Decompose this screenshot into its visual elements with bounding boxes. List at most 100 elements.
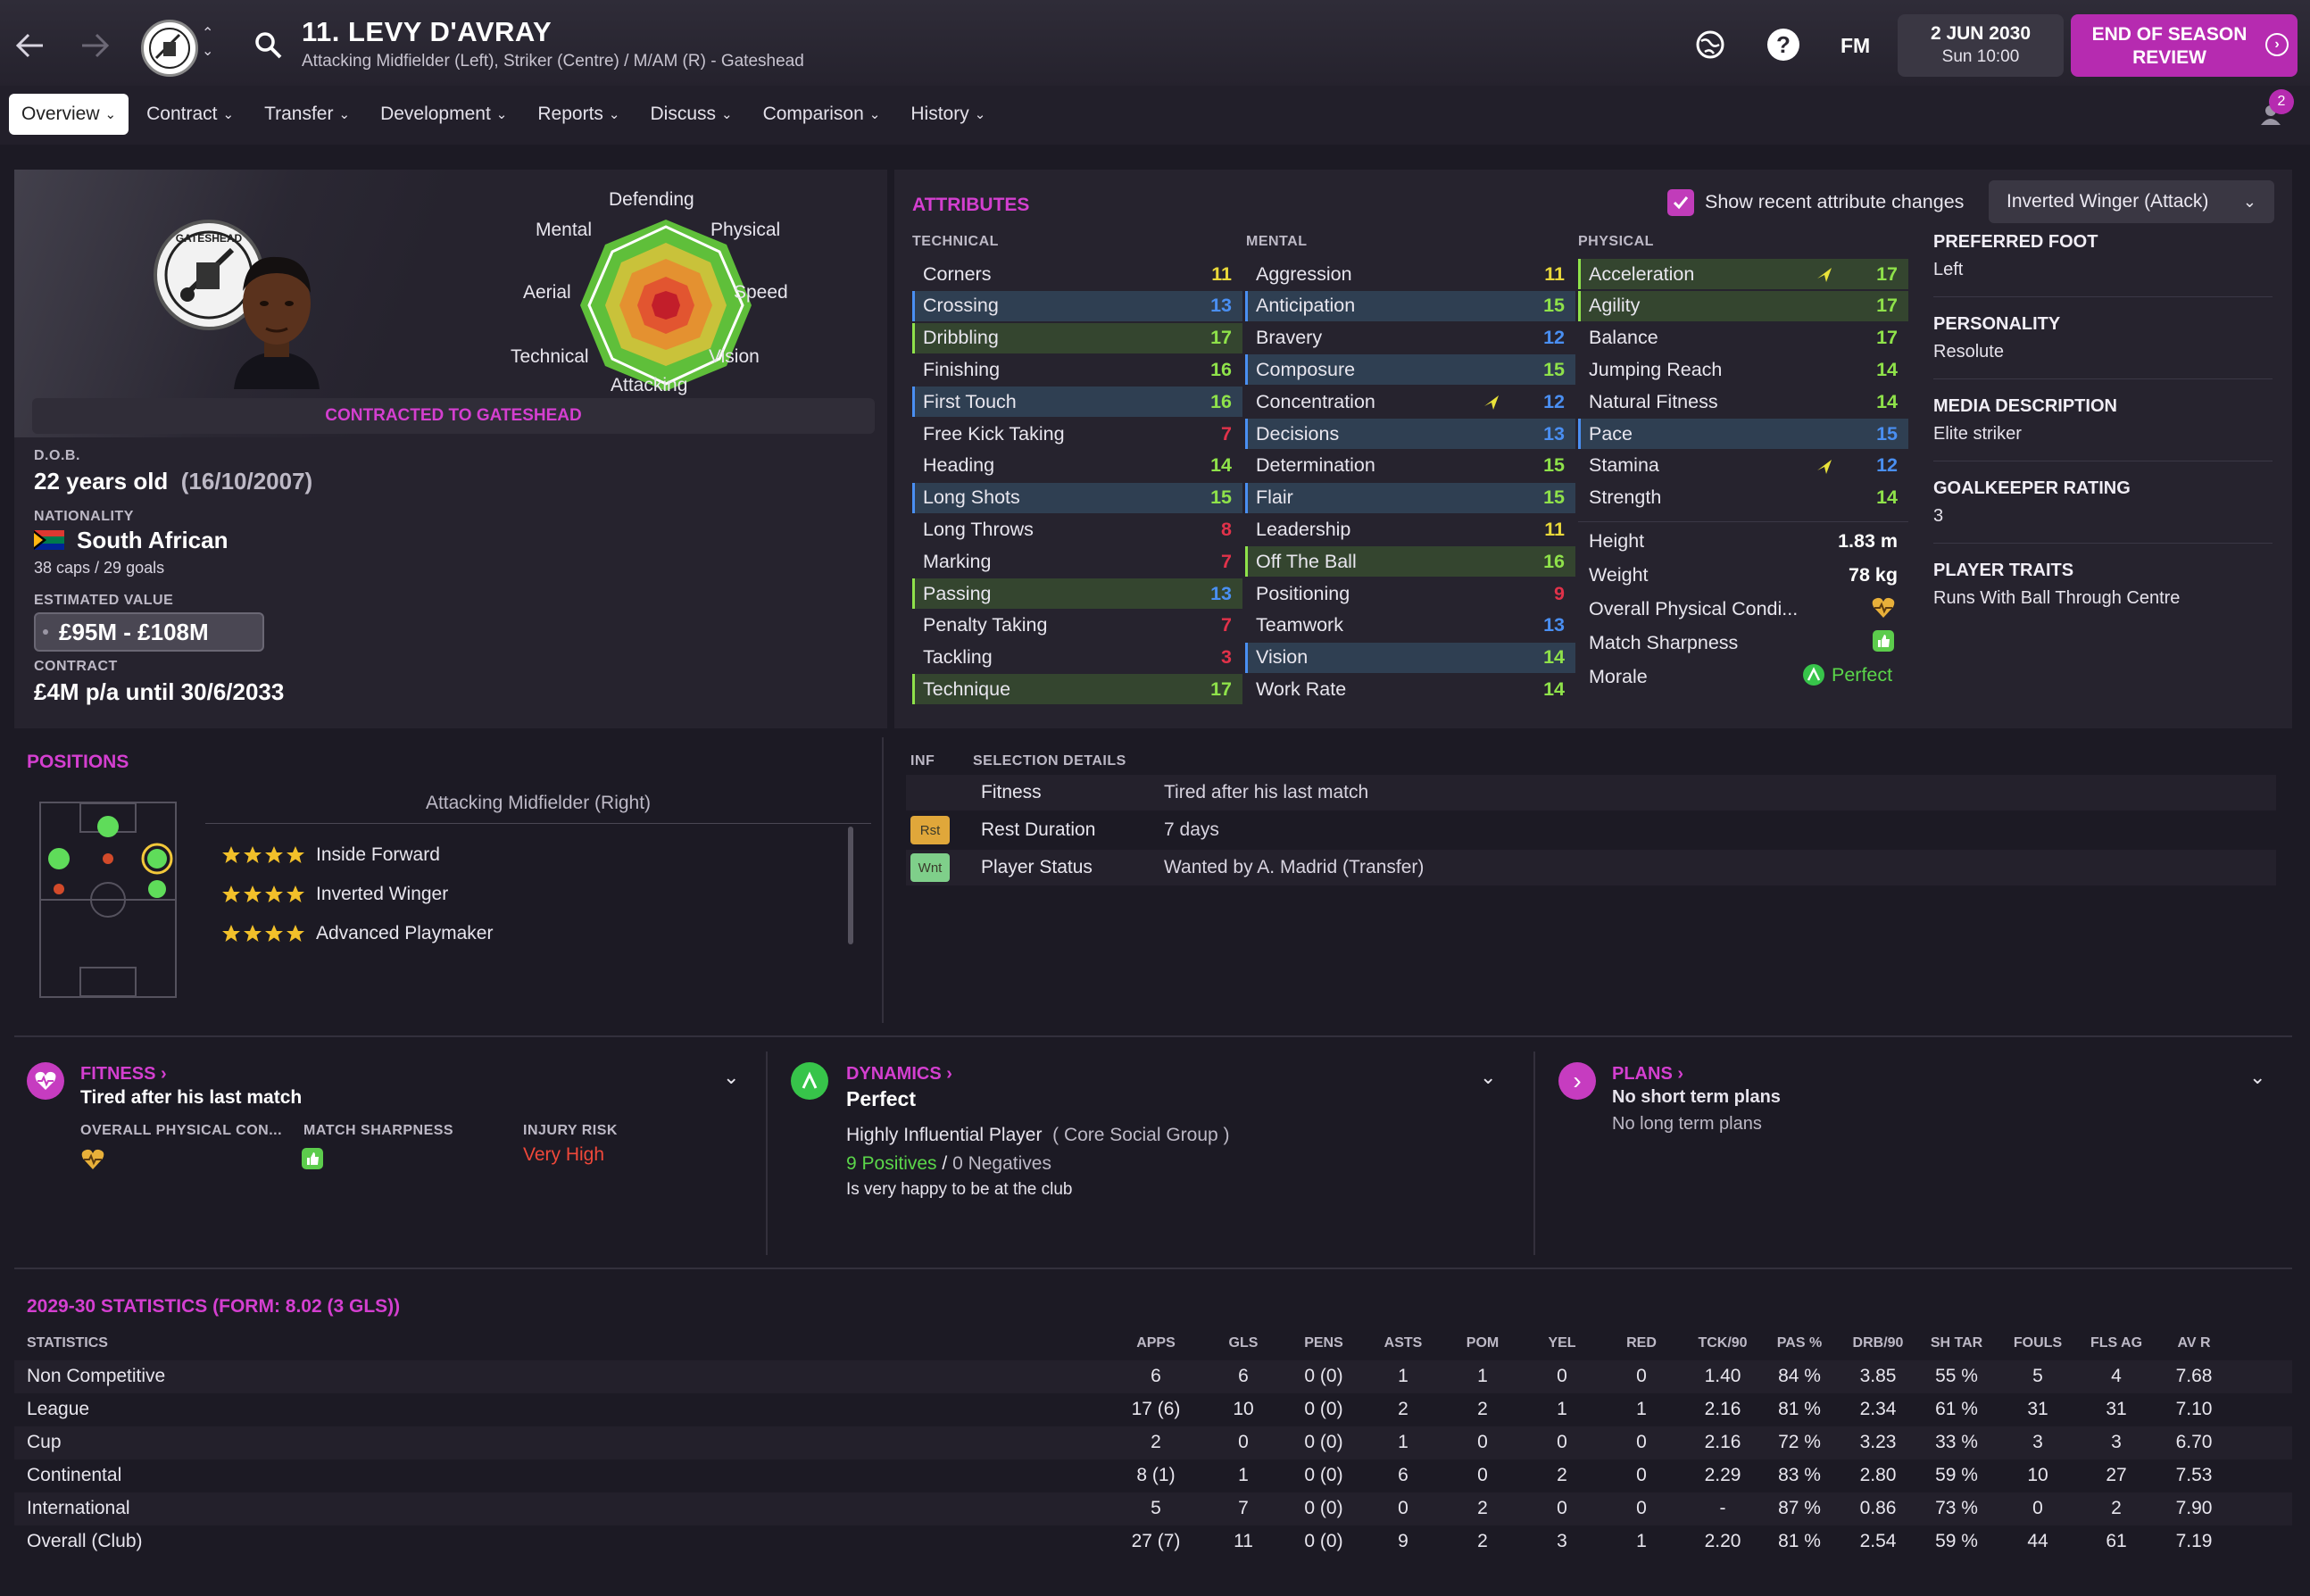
stats-header-cell[interactable]: PAS %	[1776, 1335, 1823, 1351]
stats-header-row: STATISTICS APPS GLS PENS ASTS POM YEL RED TCK/90…	[0, 1330, 2310, 1357]
selection-row[interactable]: Wnt Player Status Wanted by A. Madrid (Tra…	[906, 850, 2276, 885]
attribute-row-balance[interactable]: Balance 17	[1578, 323, 1908, 353]
tab-reports[interactable]: Reports ⌄	[525, 94, 632, 135]
continue-button[interactable]: END OF SEASON REVIEW ›	[2071, 14, 2298, 77]
roles-scrollbar[interactable]	[848, 827, 853, 944]
tab-contract[interactable]: Contract ⌄	[134, 94, 246, 135]
attribute-row-anticipation[interactable]: Anticipation 15	[1245, 290, 1575, 321]
role-row[interactable]: Inverted Winger	[221, 877, 448, 912]
attribute-name: Natural Fitness	[1589, 390, 1718, 412]
attribute-row-corners[interactable]: Corners 11	[912, 259, 1242, 289]
attribute-row-determination[interactable]: Determination 15	[1245, 451, 1575, 481]
attribute-row-pace[interactable]: Pace 15	[1578, 419, 1908, 449]
tab-overview[interactable]: Overview ⌄	[9, 94, 129, 135]
globe-icon[interactable]	[1694, 29, 1726, 61]
stats-header-cell[interactable]: FOULS	[2013, 1335, 2063, 1351]
stats-header-cell[interactable]: SH TAR	[1930, 1335, 1983, 1351]
stats-cell: 73 %	[1935, 1498, 1978, 1518]
attribute-row-finishing[interactable]: Finishing 16	[912, 354, 1242, 385]
stats-row[interactable]: Overall (Club) 27 (7) 11 0 (0) 9 2 3 1 2.20 81 % 2…	[14, 1525, 2292, 1559]
plans-expand-chevron-icon[interactable]: ⌄	[2249, 1066, 2266, 1088]
negatives-text[interactable]: 0 Negatives	[952, 1153, 1051, 1174]
stats-row[interactable]: Continental 8 (1) 1 0 (0) 6 0 2 0 2.29 83 % 2.80 59…	[14, 1459, 2292, 1492]
attribute-row-composure[interactable]: Composure 15	[1245, 354, 1575, 386]
stats-header-cell[interactable]: STATISTICS	[27, 1335, 108, 1351]
attribute-row-jumping-reach[interactable]: Jumping Reach 14	[1578, 354, 1908, 385]
attribute-row-free-kick-taking[interactable]: Free Kick Taking 7	[912, 419, 1242, 449]
attribute-row-teamwork[interactable]: Teamwork 13	[1245, 611, 1575, 641]
tab-transfer[interactable]: Transfer ⌄	[252, 94, 362, 135]
stats-row[interactable]: Cup 2 0 0 (0) 1 0 0 0 2.16 72 % 3.23 33 % 3 3 6.70	[14, 1426, 2292, 1459]
stats-header-cell[interactable]: DRB/90	[1852, 1335, 1904, 1351]
attribute-row-bravery[interactable]: Bravery 12	[1245, 323, 1575, 353]
attribute-row-stamina[interactable]: Stamina 12	[1578, 451, 1908, 481]
selection-row[interactable]: Fitness Tired after his last match	[906, 775, 2276, 810]
player-switch-chevrons-icon[interactable]: ⌃ ⌄	[202, 26, 214, 59]
date-box[interactable]: 2 JUN 2030 Sun 10:00	[1898, 14, 2064, 77]
stats-header-cell[interactable]: RED	[1626, 1335, 1657, 1351]
attribute-row-passing[interactable]: Passing 13	[912, 578, 1242, 609]
show-changes-label[interactable]: Show recent attribute changes	[1705, 191, 1965, 212]
stats-header-cell[interactable]: YEL	[1548, 1335, 1576, 1351]
role-row[interactable]: Advanced Playmaker	[221, 916, 493, 952]
stats-header-cell[interactable]: GLS	[1228, 1335, 1259, 1351]
selection-row[interactable]: Rst Rest Duration 7 days	[906, 812, 2276, 848]
tab-history[interactable]: History ⌄	[898, 94, 998, 135]
attribute-row-flair[interactable]: Flair 15	[1245, 482, 1575, 513]
attribute-row-dribbling[interactable]: Dribbling 17	[912, 322, 1242, 353]
attribute-row-decisions[interactable]: Decisions 13	[1245, 419, 1575, 449]
stats-row[interactable]: International 5 7 0 (0) 0 2 0 0 - 87 % 0.86 73 % 0 2 7…	[14, 1492, 2292, 1525]
search-icon[interactable]	[253, 30, 284, 61]
stats-header-cell[interactable]: ASTS	[1384, 1335, 1423, 1351]
stats-header-cell[interactable]: FLS AG	[2090, 1335, 2143, 1351]
stats-title[interactable]: 2029-30 STATISTICS (FORM: 8.02 (3 GLS))	[27, 1296, 401, 1317]
stats-header-cell[interactable]: POM	[1466, 1335, 1500, 1351]
stats-row[interactable]: League 17 (6) 10 0 (0) 2 2 1 1 2.16 81 % 2.34 61 % 3…	[14, 1393, 2292, 1426]
role-row[interactable]: Inside Forward	[221, 837, 440, 873]
attribute-row-aggression[interactable]: Aggression 11	[1245, 259, 1575, 289]
positives-text[interactable]: 9 Positives	[846, 1153, 937, 1174]
attribute-row-off-the-ball[interactable]: Off The Ball 16	[1245, 546, 1575, 578]
attribute-row-natural-fitness[interactable]: Natural Fitness 14	[1578, 387, 1908, 417]
attribute-row-work-rate[interactable]: Work Rate 14	[1245, 674, 1575, 704]
back-arrow-icon[interactable]	[9, 25, 50, 66]
attribute-row-acceleration[interactable]: Acceleration 17	[1578, 259, 1908, 289]
tab-comparison[interactable]: Comparison ⌄	[751, 94, 893, 135]
club-badge-icon[interactable]	[141, 20, 198, 77]
attribute-row-long-throws[interactable]: Long Throws 8	[912, 514, 1242, 544]
attribute-row-tackling[interactable]: Tackling 3	[912, 643, 1242, 673]
attribute-row-vision[interactable]: Vision 14	[1245, 642, 1575, 673]
attribute-row-concentration[interactable]: Concentration 12	[1245, 387, 1575, 417]
attribute-row-strength[interactable]: Strength 14	[1578, 483, 1908, 513]
plans-title[interactable]: PLANS ›	[1612, 1064, 1683, 1085]
attribute-row-first-touch[interactable]: First Touch 16	[912, 387, 1242, 418]
attribute-row-positioning[interactable]: Positioning 9	[1245, 578, 1575, 609]
time-label: Sun 10:00	[1941, 47, 2020, 66]
attribute-row-leadership[interactable]: Leadership 11	[1245, 514, 1575, 544]
tab-development[interactable]: Development ⌄	[368, 94, 519, 135]
stats-header-cell[interactable]: PENS	[1304, 1335, 1343, 1351]
stats-header-cell[interactable]: APPS	[1136, 1335, 1176, 1351]
attribute-row-agility[interactable]: Agility 17	[1578, 290, 1908, 321]
stats-header-cell[interactable]: TCK/90	[1698, 1335, 1748, 1351]
dynamics-expand-chevron-icon[interactable]: ⌄	[1480, 1066, 1497, 1088]
attribute-row-crossing[interactable]: Crossing 13	[912, 290, 1242, 321]
show-changes-checkbox[interactable]	[1667, 189, 1694, 216]
stats-header-cell[interactable]: AV R	[2177, 1335, 2211, 1351]
attribute-row-technique[interactable]: Technique 17	[912, 674, 1242, 705]
role-select[interactable]: Inverted Winger (Attack) ⌄	[1989, 180, 2274, 223]
fm-menu-button[interactable]: FM	[1841, 34, 1871, 57]
fitness-title[interactable]: FITNESS ›	[80, 1064, 167, 1085]
tab-discuss[interactable]: Discuss ⌄	[637, 94, 744, 135]
help-icon[interactable]: ?	[1767, 29, 1799, 61]
stats-row[interactable]: Non Competitive 6 6 0 (0) 1 1 0 0 1.40 84 % 3.85 55…	[14, 1360, 2292, 1393]
fitness-expand-chevron-icon[interactable]: ⌄	[723, 1066, 740, 1088]
nationality-value[interactable]: South African	[77, 527, 229, 553]
dynamics-title[interactable]: DYNAMICS ›	[846, 1064, 952, 1085]
notifications-icon[interactable]: 2	[2258, 89, 2294, 129]
attribute-row-long-shots[interactable]: Long Shots 15	[912, 482, 1242, 513]
attribute-row-penalty-taking[interactable]: Penalty Taking 7	[912, 611, 1242, 641]
forward-arrow-icon[interactable]	[75, 25, 116, 66]
attribute-row-heading[interactable]: Heading 14	[912, 451, 1242, 481]
attribute-row-marking[interactable]: Marking 7	[912, 546, 1242, 577]
